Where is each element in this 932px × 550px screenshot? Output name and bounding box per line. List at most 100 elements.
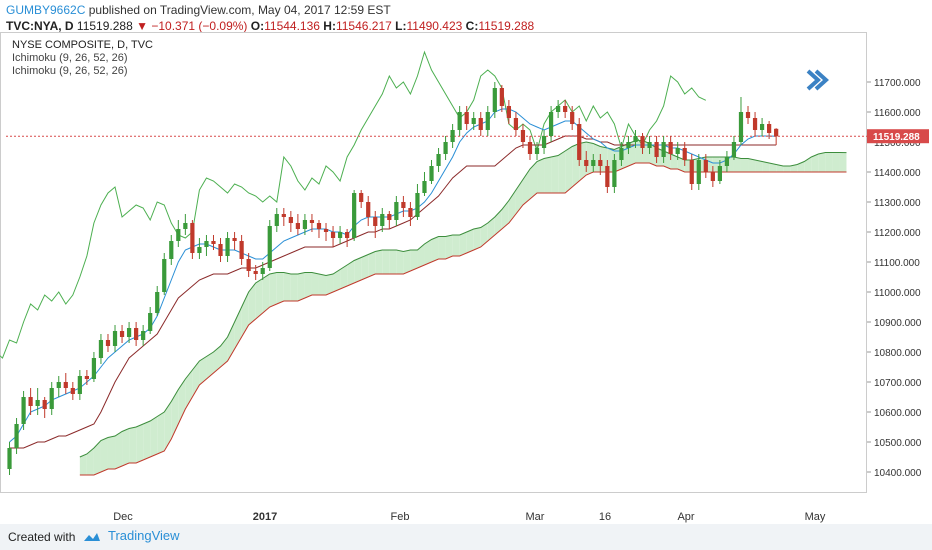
- candle-body: [548, 112, 554, 136]
- cloud-segment: [445, 235, 453, 259]
- candle-body: [274, 214, 279, 226]
- x-tick-label: Mar: [526, 511, 545, 523]
- y-tick-label: 11000.000: [874, 288, 921, 299]
- cloud-segment: [522, 169, 530, 205]
- candle-body: [408, 208, 413, 217]
- cloud-segment: [276, 272, 284, 304]
- time-axis: Dec 2017 Feb Mar 16 Apr May: [113, 511, 826, 523]
- candle-body: [745, 112, 751, 118]
- cloud-segment: [333, 269, 341, 292]
- candle-body: [647, 142, 652, 148]
- cloud-segment: [326, 274, 334, 295]
- cloud-segment: [269, 272, 277, 307]
- candle-body: [169, 241, 174, 259]
- high-label: H:: [323, 19, 336, 33]
- candles: [7, 82, 779, 475]
- tradingview-logo[interactable]: TradingView: [82, 528, 180, 543]
- cloud-segment: [290, 274, 298, 301]
- footer-bar: Created with TradingView: [0, 524, 932, 550]
- close-label: C:: [465, 19, 479, 33]
- candle-body: [682, 148, 687, 160]
- candle-body: [112, 331, 118, 346]
- candle-body: [689, 160, 694, 184]
- x-tick-label: 2017: [253, 511, 277, 523]
- candle-body: [337, 232, 343, 238]
- cloud-segment: [403, 250, 411, 274]
- candle-body: [633, 136, 638, 142]
- senkou-span-a-line: [79, 140, 847, 458]
- candle-body: [267, 226, 272, 268]
- candle-body: [70, 388, 75, 394]
- candle-body: [155, 292, 160, 313]
- candle-body: [84, 376, 89, 379]
- cloud-segment: [262, 274, 270, 313]
- candle-body: [640, 136, 645, 148]
- cloud-segment: [213, 346, 221, 373]
- candle-body: [584, 160, 589, 166]
- cloud-segment: [755, 160, 763, 172]
- candle-body: [28, 397, 33, 406]
- cloud-segment: [459, 232, 467, 256]
- cloud-segment: [396, 250, 404, 274]
- cloud-segment: [255, 278, 263, 319]
- cloud-segment: [410, 250, 418, 271]
- candle-body: [302, 220, 308, 229]
- candle-body: [373, 217, 378, 226]
- candle-body: [253, 271, 258, 274]
- candle-body: [141, 331, 146, 340]
- cloud-segment: [424, 239, 432, 265]
- candle-body: [464, 112, 469, 124]
- cloud-segment: [480, 223, 488, 247]
- candle-body: [148, 313, 153, 331]
- cloud-segment: [136, 424, 144, 463]
- candle-body: [49, 388, 54, 409]
- cloud-segment: [494, 209, 502, 235]
- candle-body: [443, 142, 448, 154]
- open-label: O:: [250, 19, 265, 33]
- cloud-segment: [107, 436, 116, 469]
- cloud-segment: [340, 265, 348, 289]
- candle-body: [295, 223, 300, 229]
- cloud-segment: [487, 217, 495, 241]
- candle-body: [422, 181, 427, 193]
- candle-body: [316, 223, 322, 229]
- legend-indicator-1[interactable]: Ichimoku (9, 26, 52, 26): [12, 52, 128, 64]
- candle-body: [260, 268, 265, 274]
- close-value: 11519.288: [478, 19, 535, 33]
- candle-body: [288, 217, 293, 223]
- candle-body: [218, 244, 223, 256]
- cloud-segment: [677, 157, 685, 172]
- candle-body: [98, 340, 104, 358]
- candle-body: [21, 397, 26, 424]
- price-chart[interactable]: 10400.000 10500.000 10600.000 10700.000 1080…: [0, 32, 932, 524]
- cloud-segment: [832, 152, 840, 172]
- created-with-text: Created with: [8, 530, 76, 544]
- cloud-segment: [586, 142, 594, 175]
- cloud-segment: [733, 157, 741, 172]
- candle-body: [387, 214, 392, 220]
- candle-body: [239, 241, 244, 259]
- cloud-segment: [122, 428, 130, 466]
- candle-body: [183, 223, 188, 229]
- last-price-tag: 11519.288: [867, 129, 929, 144]
- legend-indicator-2[interactable]: Ichimoku (9, 26, 52, 26): [12, 65, 128, 77]
- author-link[interactable]: GUMBY9662C: [6, 3, 86, 17]
- candle-body: [774, 128, 779, 137]
- cloud-segment: [115, 431, 123, 469]
- y-tick-label: 11700.000: [874, 78, 921, 89]
- cloud-segment: [417, 244, 425, 268]
- y-tick-label: 11300.000: [874, 198, 921, 209]
- cloud-segment: [304, 272, 312, 298]
- cloud-segment: [466, 229, 474, 253]
- cloud-segment: [783, 166, 791, 172]
- candle-body: [91, 358, 97, 379]
- candle-body: [281, 214, 286, 217]
- candle-body: [309, 220, 315, 223]
- last-price: 11519.288: [76, 19, 133, 33]
- chart-area[interactable]: 10400.000 10500.000 10600.000 10700.000 1080…: [0, 32, 932, 524]
- cloud-segment: [839, 152, 847, 172]
- candle-body: [520, 130, 526, 142]
- candle-body: [330, 232, 336, 238]
- cloud-segment: [283, 272, 291, 301]
- candle-body: [134, 328, 139, 340]
